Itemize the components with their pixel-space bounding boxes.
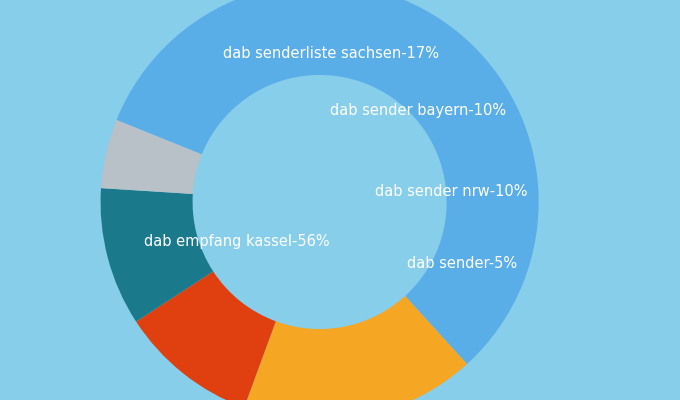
Text: dab empfang kassel-56%: dab empfang kassel-56% (143, 234, 329, 249)
Text: dab sender-5%: dab sender-5% (407, 256, 517, 271)
Wedge shape (116, 0, 539, 364)
Text: dab sender nrw-10%: dab sender nrw-10% (375, 184, 527, 198)
Wedge shape (101, 188, 213, 322)
Wedge shape (244, 296, 467, 400)
Text: dab senderliste sachsen-17%: dab senderliste sachsen-17% (222, 46, 439, 60)
Wedge shape (101, 120, 202, 194)
Wedge shape (136, 271, 276, 400)
Text: dab sender bayern-10%: dab sender bayern-10% (330, 102, 506, 118)
